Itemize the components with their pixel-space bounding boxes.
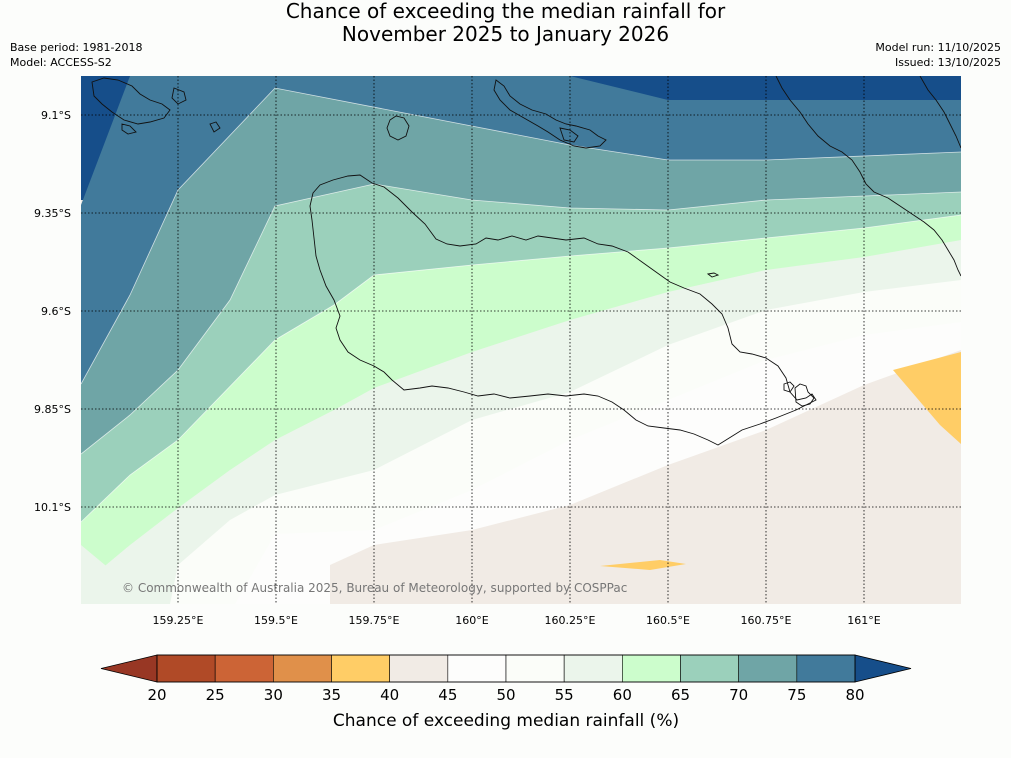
colorbar-tick-label: 35 xyxy=(322,686,341,704)
contour-patch-yellow-east xyxy=(893,352,961,444)
colorbar-tick-label: 40 xyxy=(380,686,399,704)
colorbar-tick-label: 65 xyxy=(671,686,690,704)
contour-lines xyxy=(81,87,961,523)
colorbar-segment xyxy=(505,654,565,683)
colorbar: 20 25 30 35 40 45 50 55 60 65 70 75 80 Chance of exc… xyxy=(100,654,912,731)
malaita-coastline-2 xyxy=(919,76,961,149)
colorbar-segment xyxy=(796,654,856,683)
colorbar-tick-label: 60 xyxy=(613,686,632,704)
model-run-text: Model run: 11/10/2025 xyxy=(875,41,1001,54)
colorbar-ticks: 20 25 30 35 40 45 50 55 60 65 70 75 80 xyxy=(147,686,864,704)
lon-label: 160.5°E xyxy=(646,614,690,627)
malaita-coastline xyxy=(775,76,961,277)
contour-patch-yellow-south xyxy=(600,560,686,570)
colorbar-segment xyxy=(447,654,507,683)
islet-savo xyxy=(386,115,410,141)
rainfall-probability-map: © Commonwealth of Australia 2025, Bureau… xyxy=(81,76,961,604)
colorbar-segments xyxy=(156,654,856,683)
title-line-1: Chance of exceeding the median rainfall … xyxy=(285,0,726,23)
colorbar-segment xyxy=(680,654,739,683)
colorbar-tick-label: 45 xyxy=(438,686,457,704)
colorbar-tick-label: 25 xyxy=(206,686,225,704)
colorbar-segment xyxy=(331,654,390,683)
colorbar-tick-label: 20 xyxy=(147,686,166,704)
colorbar-tick-label: 55 xyxy=(555,686,574,704)
colorbar-segment xyxy=(214,654,274,683)
contour-band-beige-south xyxy=(330,350,961,604)
copyright-notice: © Commonwealth of Australia 2025, Bureau… xyxy=(122,581,627,595)
colorbar-high-extend xyxy=(854,654,912,683)
colorbar-tick-label: 50 xyxy=(496,686,515,704)
lat-label: 9.85°S xyxy=(34,403,71,416)
contour-band-mint-corner xyxy=(81,545,140,604)
meta-right: Model run: 11/10/2025 Issued: 13/10/2025 xyxy=(875,40,1001,70)
issued-text: Issued: 13/10/2025 xyxy=(894,56,1001,69)
gridlines xyxy=(81,76,961,604)
lon-label: 160°E xyxy=(455,614,488,627)
islands-northwest xyxy=(91,77,171,125)
islands-northwest-4 xyxy=(209,121,221,133)
longitude-labels: 159.25°E 159.5°E 159.75°E 160°E 160.25°E… xyxy=(153,614,881,627)
coastlines xyxy=(91,76,961,446)
lat-label: 10.1°S xyxy=(34,501,71,514)
model-text: Model: ACCESS-S2 xyxy=(10,56,112,69)
chart-title: Chance of exceeding the median rainfall … xyxy=(0,0,1011,46)
title-line-2: November 2025 to January 2026 xyxy=(341,22,670,46)
lat-label: 9.6°S xyxy=(41,305,71,318)
colorbar-segment xyxy=(738,654,798,683)
colorbar-segment xyxy=(273,654,332,683)
islet-small xyxy=(706,272,720,278)
florida-islands-2 xyxy=(559,127,579,143)
lon-label: 161°E xyxy=(847,614,880,627)
colorbar-segment xyxy=(563,654,623,683)
latitude-labels: 9.1°S 9.35°S 9.6°S 9.85°S 10.1°S xyxy=(34,109,71,514)
colorbar-frame xyxy=(156,654,856,683)
lon-label: 159.25°E xyxy=(153,614,204,627)
colorbar-low-extend xyxy=(100,654,158,683)
lon-label: 159.5°E xyxy=(254,614,298,627)
lat-label: 9.1°S xyxy=(41,109,71,122)
lon-label: 160.25°E xyxy=(545,614,596,627)
colorbar-segment xyxy=(622,654,681,683)
colorbar-tick-label: 70 xyxy=(729,686,748,704)
colorbar-label: Chance of exceeding median rainfall (%) xyxy=(333,711,679,731)
islet-east xyxy=(794,383,815,407)
lat-label: 9.35°S xyxy=(34,207,71,220)
colorbar-segment xyxy=(156,654,216,683)
colorbar-tick-label: 80 xyxy=(845,686,864,704)
islet-east-2 xyxy=(783,381,795,393)
colorbar-segment xyxy=(389,654,449,683)
colorbar-tick-label: 30 xyxy=(264,686,283,704)
base-period-text: Base period: 1981-2018 xyxy=(10,41,143,54)
colorbar-tick-label: 75 xyxy=(787,686,806,704)
islands-northwest-3 xyxy=(121,123,137,135)
islands-northwest-2 xyxy=(171,87,187,105)
meta-left: Base period: 1981-2018 Model: ACCESS-S2 xyxy=(10,40,142,70)
island-main-coastline xyxy=(309,174,817,446)
lon-label: 160.75°E xyxy=(741,614,792,627)
lon-label: 159.75°E xyxy=(349,614,400,627)
